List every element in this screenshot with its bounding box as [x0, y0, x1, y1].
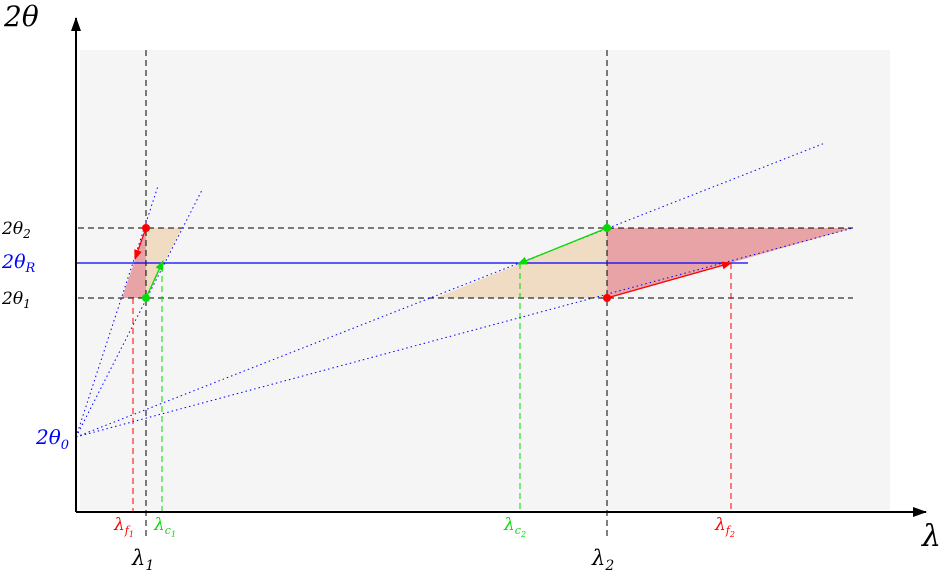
label-lambda1: λ1 [131, 546, 154, 572]
y-axis-label: 2θ [3, 0, 39, 33]
label-lambda-c2: λc2 [503, 515, 526, 539]
label-lambda-f1: λf1 [113, 515, 134, 539]
arrow-red-right [606, 261, 732, 299]
point-lambda1-2theta2 [142, 224, 150, 232]
ray-steep-2 [75, 189, 203, 438]
arrow-green-right [517, 227, 608, 265]
arrow-red-left [134, 227, 147, 260]
label-2theta2: 2θ2 [1, 219, 31, 241]
x-axis-label: λ [921, 519, 941, 554]
label-lambda2: λ2 [591, 546, 614, 572]
label-2thetaR: 2θR [1, 251, 36, 276]
label-2theta1: 2θ1 [1, 289, 31, 311]
ray-shallow-1 [75, 142, 826, 438]
point-lambda2-2theta1 [603, 294, 611, 302]
point-lambda1-2theta1 [142, 294, 150, 302]
arrow-green-left [145, 260, 164, 299]
label-lambda-c1: λc1 [153, 515, 176, 539]
label-2theta0: 2θ0 [35, 425, 69, 453]
point-lambda2-2theta2 [603, 224, 611, 232]
label-lambda-f2: λf2 [714, 515, 735, 539]
